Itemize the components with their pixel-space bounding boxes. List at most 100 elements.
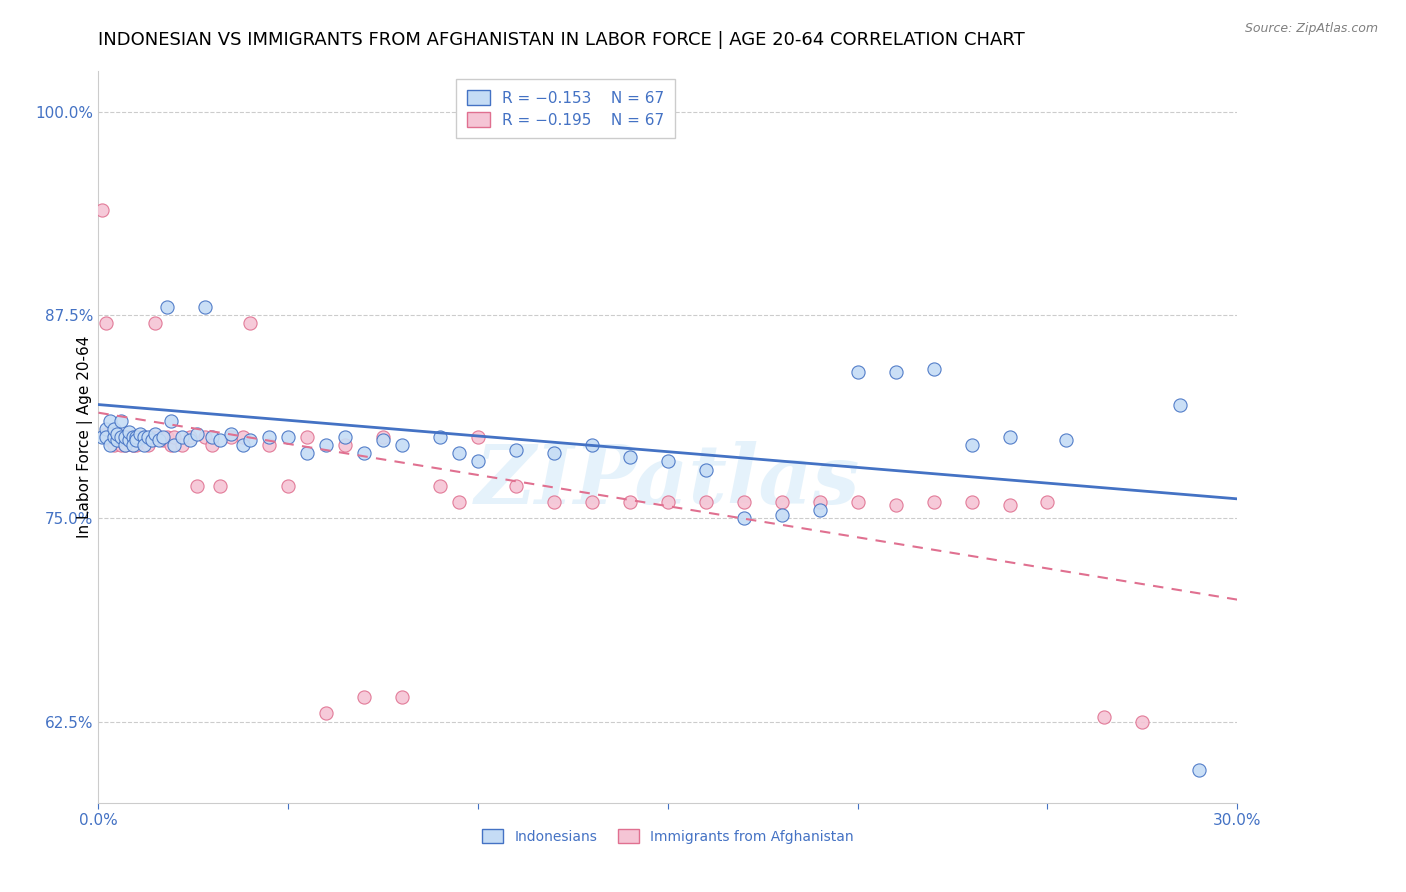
Point: [429, 479, 451, 493]
Point: [619, 450, 641, 464]
Point: [770, 495, 793, 509]
Point: [998, 430, 1021, 444]
Point: [98, 414, 121, 428]
Point: [201, 430, 224, 444]
Point: [159, 414, 181, 428]
Point: [695, 462, 717, 476]
Point: [129, 434, 152, 448]
Point: [179, 434, 201, 448]
Point: [114, 430, 136, 444]
Point: [315, 438, 337, 452]
Point: [429, 430, 451, 444]
Point: [1056, 434, 1078, 448]
Point: [449, 495, 471, 509]
Point: [110, 438, 132, 452]
Point: [159, 438, 181, 452]
Point: [335, 430, 357, 444]
Point: [960, 495, 983, 509]
Point: [156, 430, 179, 444]
Point: [221, 426, 243, 441]
Point: [297, 446, 319, 460]
Point: [371, 430, 394, 444]
Point: [118, 430, 141, 444]
Point: [125, 434, 148, 448]
Point: [259, 430, 281, 444]
Point: [391, 438, 413, 452]
Point: [121, 430, 143, 444]
Point: [148, 430, 170, 444]
Point: [353, 690, 375, 705]
Point: [129, 426, 152, 441]
Point: [221, 430, 243, 444]
Point: [808, 495, 831, 509]
Point: [136, 438, 159, 452]
Point: [277, 430, 299, 444]
Point: [194, 300, 217, 314]
Point: [186, 426, 208, 441]
Point: [91, 430, 114, 444]
Point: [132, 430, 155, 444]
Point: [695, 495, 717, 509]
Point: [129, 430, 152, 444]
Point: [581, 495, 603, 509]
Point: [922, 495, 945, 509]
Point: [94, 422, 117, 436]
Text: ZIPatlas: ZIPatlas: [475, 441, 860, 521]
Point: [132, 430, 155, 444]
Point: [94, 316, 117, 330]
Point: [505, 443, 527, 458]
Point: [118, 434, 141, 448]
Point: [277, 479, 299, 493]
Point: [110, 430, 132, 444]
Point: [179, 430, 201, 444]
Point: [581, 438, 603, 452]
Point: [194, 430, 217, 444]
Point: [371, 434, 394, 448]
Point: [125, 430, 148, 444]
Point: [103, 430, 125, 444]
Point: [107, 434, 129, 448]
Point: [156, 300, 179, 314]
Point: [125, 438, 148, 452]
Point: [808, 503, 831, 517]
Point: [98, 430, 121, 444]
Point: [922, 361, 945, 376]
Point: [152, 434, 174, 448]
Point: [259, 438, 281, 452]
Point: [152, 430, 174, 444]
Point: [163, 430, 186, 444]
Point: [118, 425, 141, 440]
Point: [114, 430, 136, 444]
Point: [449, 446, 471, 460]
Y-axis label: In Labor Force | Age 20-64: In Labor Force | Age 20-64: [77, 336, 93, 538]
Point: [1188, 764, 1211, 778]
Point: [232, 430, 254, 444]
Point: [733, 511, 755, 525]
Point: [657, 454, 679, 468]
Point: [141, 434, 163, 448]
Point: [170, 438, 193, 452]
Text: INDONESIAN VS IMMIGRANTS FROM AFGHANISTAN IN LABOR FORCE | AGE 20-64 CORRELATION: INDONESIAN VS IMMIGRANTS FROM AFGHANISTA…: [98, 31, 1025, 49]
Point: [884, 499, 907, 513]
Point: [846, 365, 869, 379]
Point: [239, 316, 262, 330]
Point: [121, 430, 143, 444]
Point: [186, 479, 208, 493]
Point: [1094, 709, 1116, 723]
Point: [141, 430, 163, 444]
Point: [110, 414, 132, 428]
Point: [145, 316, 167, 330]
Point: [145, 426, 167, 441]
Point: [335, 438, 357, 452]
Point: [170, 430, 193, 444]
Point: [884, 365, 907, 379]
Point: [132, 438, 155, 452]
Legend: Indonesians, Immigrants from Afghanistan: Indonesians, Immigrants from Afghanistan: [475, 822, 860, 851]
Point: [1170, 398, 1192, 412]
Point: [770, 508, 793, 522]
Point: [619, 495, 641, 509]
Point: [505, 479, 527, 493]
Point: [107, 434, 129, 448]
Point: [467, 454, 489, 468]
Point: [118, 434, 141, 448]
